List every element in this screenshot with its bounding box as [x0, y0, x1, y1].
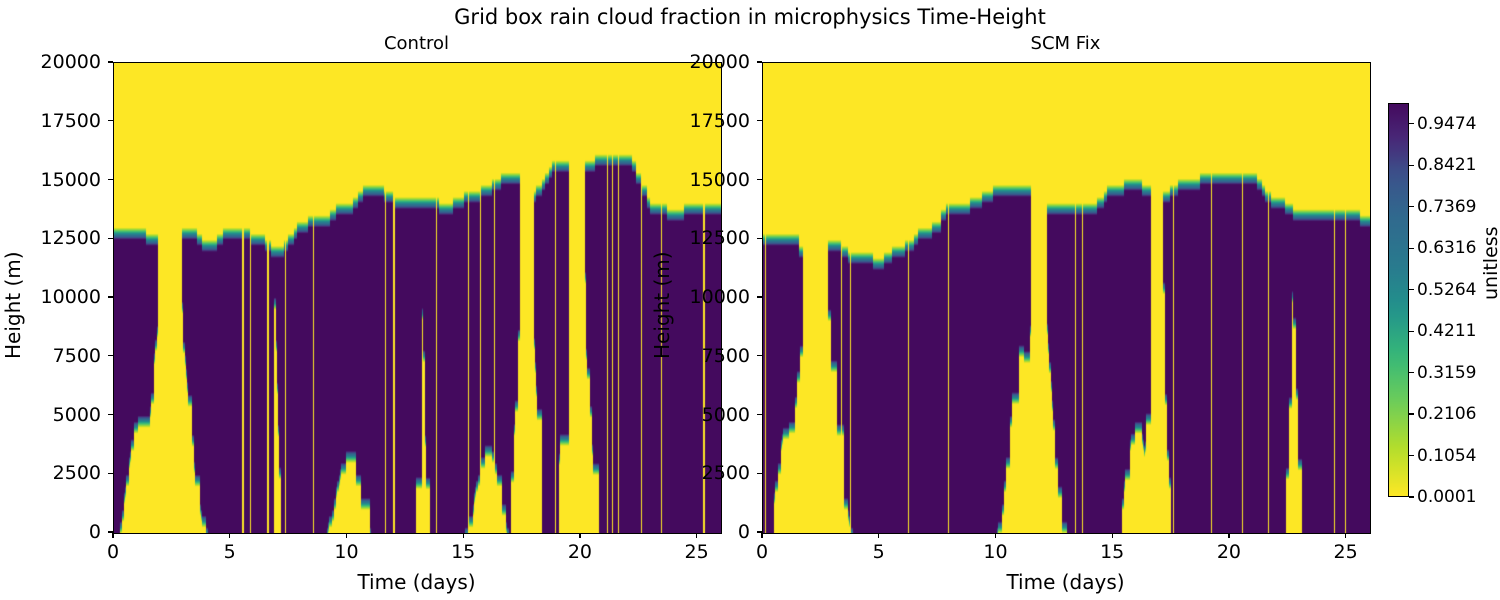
y-tick-label-scm-fix-8: 20000 [689, 51, 750, 73]
x-tick-label-scm-fix-2: 10 [983, 541, 1008, 563]
y-tick-label-control-5: 12500 [40, 227, 101, 250]
y-tick-label-control-6: 15000 [40, 168, 101, 191]
colorbar-tick-mark-2 [1409, 206, 1414, 208]
colorbar-tick-label-1: 0.8421 [1417, 155, 1477, 176]
y-tick-mark-scm-fix-0 [757, 531, 762, 533]
colorbar-tick-label-8: 0.1054 [1417, 445, 1477, 466]
x-tick-mark-control-0 [112, 533, 114, 539]
x-tick-label-control-2: 10 [334, 541, 359, 563]
y-tick-label-scm-fix-7: 17500 [689, 109, 750, 132]
y-tick-mark-scm-fix-4 [757, 296, 762, 298]
colorbar-tick-mark-0 [1409, 123, 1414, 125]
colorbar-tick-label-3: 0.6316 [1417, 238, 1477, 259]
y-tick-label-scm-fix-5: 12500 [689, 227, 750, 250]
x-tick-mark-control-4 [579, 533, 581, 539]
colorbar-tick-label-9: 0.0001 [1417, 487, 1477, 507]
x-tick-label-scm-fix-4: 20 [1216, 541, 1242, 563]
figure-suptitle: Grid box rain cloud fraction in microphy… [454, 5, 1046, 29]
x-tick-label-control-0: 0 [106, 541, 120, 563]
y-tick-label-scm-fix-0: 0 [737, 521, 750, 543]
colorbar-tick-mark-1 [1409, 164, 1414, 166]
y-tick-label-control-1: 2500 [52, 462, 101, 485]
colorbar-tick-mark-7 [1409, 413, 1414, 415]
y-tick-mark-scm-fix-3 [757, 355, 762, 357]
colorbar-tick-label-5: 0.4211 [1417, 321, 1477, 342]
x-axis-label-control: Time (days) [357, 570, 476, 594]
colorbar-tick-mark-4 [1409, 289, 1414, 291]
colorbar-tick-label-0: 0.9474 [1417, 113, 1477, 134]
y-tick-label-scm-fix-2: 5000 [701, 403, 750, 426]
y-axis-label-scm-fix: Height (m) [650, 251, 674, 359]
panel-title-scm-fix: SCM Fix [1030, 33, 1101, 54]
y-tick-mark-control-6 [108, 178, 113, 181]
x-tick-label-control-4: 20 [567, 541, 593, 563]
y-tick-label-control-3: 7500 [52, 344, 101, 367]
colorbar-tick-mark-8 [1409, 454, 1414, 457]
x-tick-label-control-5: 25 [684, 541, 709, 563]
x-tick-mark-scm-fix-1 [878, 533, 880, 539]
x-tick-mark-scm-fix-3 [1111, 533, 1113, 539]
y-tick-label-scm-fix-4: 10000 [689, 286, 750, 308]
y-tick-label-scm-fix-1: 2500 [701, 462, 750, 485]
y-tick-mark-scm-fix-1 [757, 472, 762, 474]
x-tick-mark-control-1 [229, 533, 231, 539]
x-tick-label-scm-fix-0: 0 [755, 541, 769, 563]
y-tick-mark-control-1 [108, 472, 113, 474]
x-tick-mark-control-5 [696, 533, 698, 539]
y-tick-label-control-8: 20000 [40, 51, 101, 73]
y-tick-mark-scm-fix-8 [757, 61, 762, 63]
x-tick-mark-scm-fix-0 [761, 533, 763, 539]
x-tick-mark-scm-fix-2 [994, 533, 997, 539]
x-tick-label-control-1: 5 [223, 541, 236, 563]
y-tick-mark-scm-fix-6 [757, 178, 762, 181]
x-axis-label-scm-fix: Time (days) [1006, 570, 1125, 594]
colorbar-tick-mark-3 [1409, 247, 1414, 249]
colorbar-tick-mark-5 [1409, 330, 1414, 332]
colorbar-tick-label-6: 0.3159 [1417, 362, 1477, 383]
colorbar-axis-label: unitless [1480, 226, 1500, 300]
x-tick-label-scm-fix-3: 15 [1100, 541, 1125, 563]
colorbar-tick-label-2: 0.7369 [1417, 196, 1477, 217]
y-tick-mark-control-5 [108, 237, 113, 239]
colorbar-tick-mark-6 [1409, 371, 1414, 374]
y-tick-mark-control-4 [108, 296, 113, 298]
y-tick-label-control-0: 0 [88, 521, 101, 543]
y-tick-mark-control-3 [108, 355, 113, 357]
y-tick-mark-scm-fix-2 [757, 413, 762, 416]
y-tick-mark-scm-fix-5 [757, 237, 762, 239]
x-tick-mark-control-2 [345, 533, 348, 539]
y-tick-label-control-2: 5000 [52, 403, 101, 426]
y-tick-mark-control-8 [108, 61, 113, 63]
x-tick-mark-scm-fix-4 [1228, 533, 1230, 539]
heatmap-mesh-control [114, 63, 721, 533]
y-tick-mark-control-2 [108, 413, 113, 416]
colorbar-gradient [1388, 103, 1409, 497]
colorbar[interactable] [1388, 103, 1409, 497]
colorbar-tick-label-4: 0.5264 [1417, 279, 1477, 300]
heatmap-panel-control[interactable] [113, 62, 722, 534]
y-tick-label-scm-fix-6: 15000 [689, 168, 750, 191]
y-tick-label-control-4: 10000 [40, 286, 101, 308]
x-tick-mark-scm-fix-5 [1345, 533, 1347, 539]
panel-title-control: Control [383, 33, 450, 54]
y-tick-mark-control-0 [108, 531, 113, 533]
y-tick-mark-scm-fix-7 [757, 120, 762, 122]
x-tick-label-control-3: 15 [451, 541, 476, 563]
y-axis-label-control: Height (m) [1, 251, 25, 359]
colorbar-tick-label-7: 0.2106 [1417, 404, 1477, 425]
x-tick-mark-control-3 [462, 533, 464, 539]
y-tick-label-scm-fix-3: 7500 [701, 344, 750, 367]
y-tick-mark-control-7 [108, 120, 113, 122]
colorbar-tick-mark-9 [1409, 496, 1414, 498]
heatmap-mesh-scm-fix [763, 63, 1370, 533]
y-tick-label-control-7: 17500 [40, 109, 101, 132]
x-tick-label-scm-fix-1: 5 [872, 541, 885, 563]
heatmap-panel-scm-fix[interactable] [762, 62, 1371, 534]
x-tick-label-scm-fix-5: 25 [1333, 541, 1358, 563]
